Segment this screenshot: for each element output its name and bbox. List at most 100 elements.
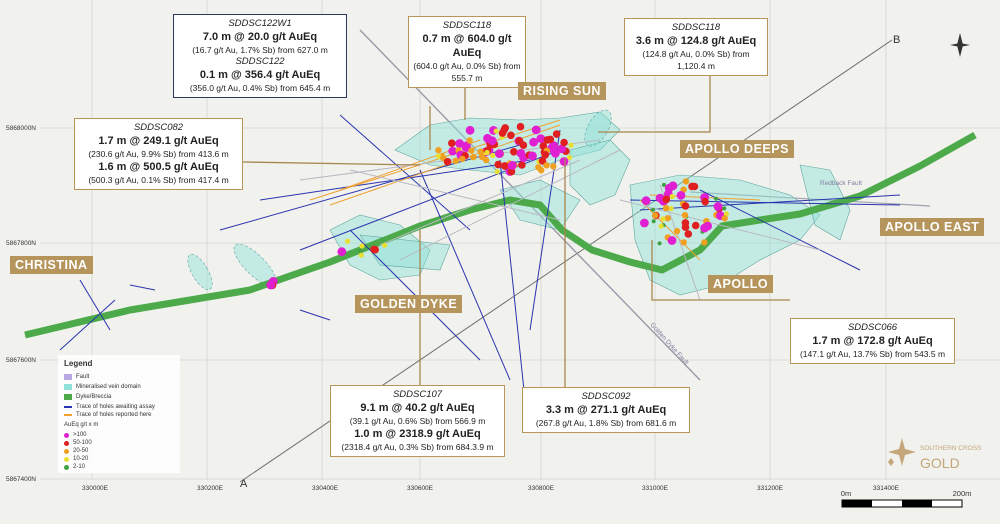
intercept: 3.3 m @ 271.1 g/t AuEq [545,404,667,416]
hole-id: SDDSC082 [133,122,184,133]
drill-trace [299,309,331,321]
assay-dot [655,193,665,203]
legend-text: >100 [73,432,87,438]
intercept: 7.0 m @ 20.0 g/t AuEq [202,31,318,43]
assay-dot [669,193,675,200]
hole-id: SDDSC107 [392,389,443,400]
assay-dot [382,242,388,248]
vein-domain [187,253,213,291]
fault-label: Redback Fault [820,180,862,187]
legend-text: AuEq g/t x m [64,422,99,428]
assay-dot [507,131,515,140]
drill-trace [699,189,861,271]
assay-dot [518,161,526,169]
legend-text: Fault [76,374,90,380]
hole-id: SDDSC118 [442,20,492,31]
easting-label: 330000E [82,485,109,492]
hole-id: SDDSC122 [235,56,285,67]
assay-dot [662,204,670,212]
assay-dot [551,148,560,158]
assay-dot [713,202,723,211]
scale-label: 200m [953,489,972,498]
assay-dot [660,216,666,222]
logo-mark [888,438,916,466]
assay-dot [640,218,649,228]
assay-dot [501,162,509,170]
assay-dot [667,236,677,245]
callout: SDDSC118 0.7 m @ 604.0 g/t AuEq (604.0 g/t… [408,16,526,88]
section-end: A [240,478,248,490]
assay-dot [676,191,686,200]
assay-dot [448,146,458,156]
assay-dot [722,206,727,211]
assay-dot [493,128,499,134]
intercept: 1.7 m @ 249.1 g/t AuEq [98,135,219,147]
assay-dot [680,239,687,246]
assay-dot [559,157,569,166]
assay-dot [662,195,671,204]
assay-dot [691,221,700,230]
legend-item: Trace of holes awaiting assay [64,403,155,411]
vein-domain [584,109,612,147]
assay-dot [435,153,442,159]
assay-dot [487,136,497,146]
assay-dot [531,125,541,135]
logo-text: GOLD [920,455,960,471]
legend: Legend Fault Mineralised vein domain Dyk… [58,355,180,473]
assay-dot [721,215,728,222]
assay-dot [701,197,709,206]
zone-label: APOLLO EAST [880,218,985,236]
assay-dot [657,241,662,246]
intercept: 9.1 m @ 40.2 g/t AuEq [360,402,475,414]
intercept: 1.0 m @ 2318.9 g/t AuEq [354,428,481,440]
assay-dot [700,223,709,233]
assay-dot [651,212,659,219]
section-end: B [893,34,900,46]
assay-dot [557,144,567,154]
intercept-detail: (230.6 g/t Au, 9.9% Sb) from 413.6 m [88,149,229,159]
assay-dot [455,139,464,148]
assay-dot [510,148,518,156]
assay-dot [536,134,546,144]
intercept-detail: (500.3 g/t Au, 0.1% Sb) from 417.4 m [88,175,229,185]
intercept: 0.1 m @ 356.4 g/t AuEq [199,69,321,81]
drill-trace [379,159,581,246]
assay-dot [541,151,550,159]
intercept: 3.6 m @ 124.8 g/t AuEq [635,35,757,47]
legend-text: 20-50 [73,448,89,454]
northing-label: 5868000N [6,125,36,132]
assay-dot [560,138,568,147]
hole-id: SDDSC118 [671,22,721,33]
callout: SDDSC082 1.7 m @ 249.1 g/t AuEq (230.6 g/t… [74,118,243,190]
logo-text: SOUTHERN CROSS [920,445,982,452]
assay-dot [468,147,475,154]
assay-dot [528,151,537,161]
assay-dot [358,248,363,253]
intercept: 0.7 m @ 604.0 g/t AuEq [422,33,512,59]
assay-dot [519,141,528,149]
zone-label: CHRISTINA [10,256,93,274]
drill-trace [219,144,521,231]
assay-dot [701,239,708,246]
assay-dot [566,154,573,161]
assay-dot [494,169,500,175]
assay-dot [452,157,459,164]
legend-text: Trace of holes awaiting assay [76,404,155,410]
assay-dot [664,215,671,222]
assay-dot [539,142,548,150]
easting-label: 330200E [197,485,224,492]
drill-trace [399,149,621,261]
assay-dot [546,135,555,144]
drill-trace [419,169,511,381]
north-arrow [950,33,970,57]
intercept-detail: (39.1 g/t Au, 0.6% Sb) from 566.9 m [349,416,486,426]
intercept-detail: (124.8 g/t Au, 0.0% Sb) from 1,120.4 m [642,49,750,71]
intercept-detail: (2318.4 g/t Au, 0.3% Sb) from 684.3.9 m [341,442,494,452]
assay-dots [266,122,730,290]
intercept: 1.6 m @ 500.5 g/t AuEq [98,161,219,173]
callout: SDDSC122W1 7.0 m @ 20.0 g/t AuEq (16.7 g/t… [173,14,347,98]
assay-dot [490,152,496,158]
legend-item: Trace of holes reported here [64,411,152,419]
